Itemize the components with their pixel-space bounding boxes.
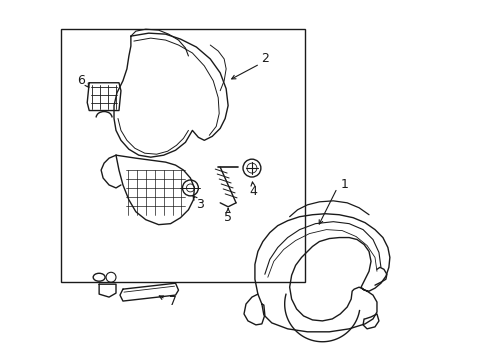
- Bar: [61, 29, 304, 282]
- Text: 1: 1: [340, 179, 347, 192]
- Text: 7: 7: [168, 294, 176, 307]
- Text: 5: 5: [224, 211, 232, 224]
- Text: 6: 6: [77, 74, 85, 87]
- Text: 3: 3: [196, 198, 204, 211]
- Text: 2: 2: [261, 53, 268, 66]
- Text: 4: 4: [248, 185, 256, 198]
